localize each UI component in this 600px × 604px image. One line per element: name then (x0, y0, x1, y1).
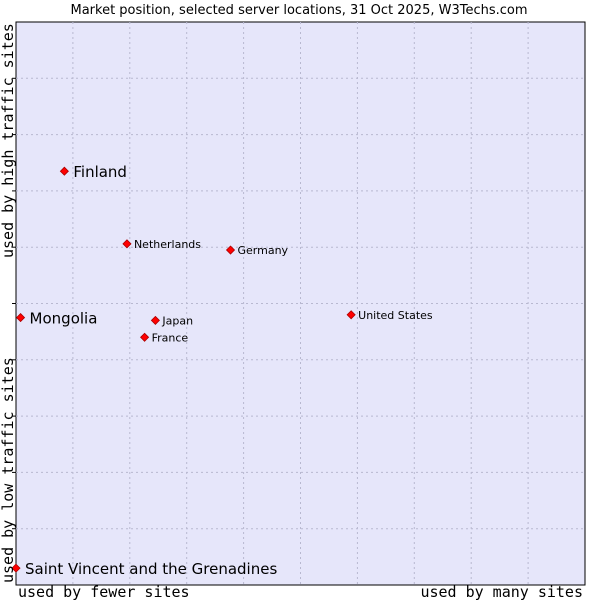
data-point-label: Germany (238, 244, 289, 257)
data-point-marker (346, 310, 356, 320)
data-point-label: Saint Vincent and the Grenadines (25, 560, 277, 578)
data-point-marker (122, 239, 132, 249)
data-point-marker (140, 332, 150, 342)
data-point: Finland (59, 163, 127, 181)
chart-title: Market position, selected server locatio… (70, 3, 527, 18)
data-point-marker (11, 563, 21, 573)
data-point-label: Japan (161, 314, 193, 327)
data-point: Netherlands (122, 238, 201, 251)
x-axis-label-many: used by many sites (420, 583, 583, 600)
data-point: Germany (225, 244, 289, 257)
data-point: Japan (150, 314, 193, 327)
data-point-label: Finland (73, 163, 127, 181)
data-point: Saint Vincent and the Grenadines (11, 560, 277, 578)
y-axis-label-high: used by high traffic sites (0, 23, 17, 258)
data-point-label: United States (358, 309, 433, 322)
data-point-marker (225, 245, 236, 255)
data-point-marker (150, 315, 160, 325)
grid-lines (16, 22, 585, 585)
data-point: United States (346, 309, 433, 322)
data-point-label: Mongolia (30, 310, 98, 328)
data-point: France (140, 331, 189, 344)
x-axis-label-fewer: used by fewer sites (18, 583, 190, 600)
y-axis-label-low: used by low traffic sites (0, 357, 17, 583)
data-point-marker (59, 166, 69, 176)
axis-ticks (12, 77, 16, 530)
data-point-label: France (152, 331, 189, 344)
data-point: Mongolia (15, 310, 98, 328)
data-point-marker (15, 313, 26, 323)
data-points: Finland Netherlands Germany Mongolia Japan Un… (11, 163, 433, 578)
data-point-label: Netherlands (134, 238, 201, 251)
